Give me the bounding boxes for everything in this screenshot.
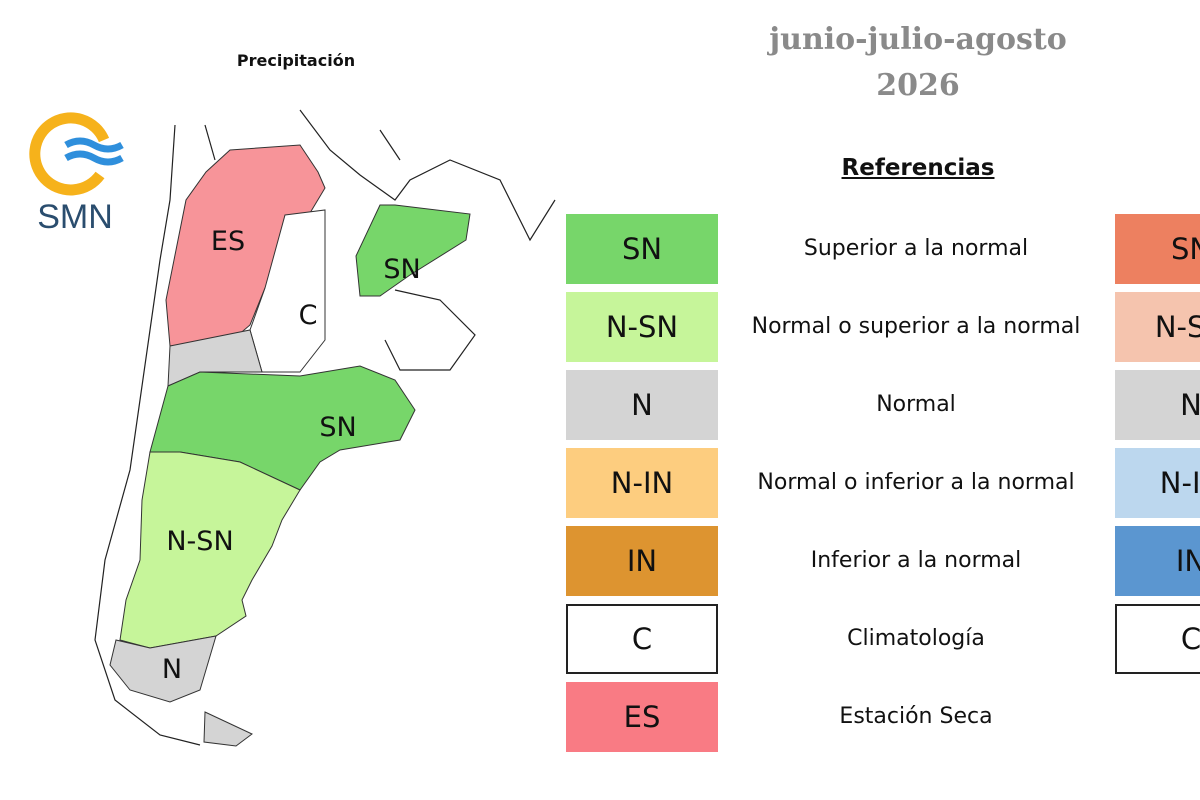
regions: [109, 144, 471, 747]
map-label: C: [299, 300, 318, 331]
region-n-south: [109, 635, 217, 703]
region-sn-ne: [355, 204, 471, 297]
legend-swatch: SN: [1115, 214, 1200, 284]
region-n-tdf: [203, 711, 253, 747]
legend-swatch: IN: [1115, 526, 1200, 596]
map-title: Precipitación: [237, 51, 355, 70]
legend-swatch: N-SN: [1115, 292, 1200, 362]
region-c: [249, 209, 326, 373]
legend-swatch: N-SN: [566, 292, 718, 362]
legend-label: Normal o superior a la normal: [751, 314, 1081, 339]
legend-swatch: N: [566, 370, 718, 440]
legend-swatch: ES: [566, 682, 718, 752]
legend-swatch: SN: [566, 214, 718, 284]
legend-swatch: C: [566, 604, 718, 674]
legend-heading: Referencias: [841, 155, 995, 181]
map-label: N-SN: [166, 526, 233, 557]
map-label: SN: [319, 412, 356, 443]
map-label: N: [162, 654, 182, 685]
legend-label: Normal: [876, 392, 956, 417]
logo-text: SMN: [37, 198, 113, 236]
period: junio-julio-agosto: [769, 22, 1067, 57]
map-label: SN: [383, 254, 420, 285]
region-nsn-south: [119, 451, 301, 649]
map-labels: ES SN C SN N-SN N: [162, 226, 421, 685]
legend-swatch: N-IN: [566, 448, 718, 518]
logo: SMN: [29, 112, 124, 236]
legend-swatch: C: [1115, 604, 1200, 674]
legend-label: Estación Seca: [839, 704, 993, 729]
legend-swatch: IN: [566, 526, 718, 596]
legend-swatch: N-IN: [1115, 448, 1200, 518]
legend-swatch: N: [1115, 370, 1200, 440]
year: 2026: [876, 68, 960, 103]
map: Precipitación SMN ES SN C SN N-SN N: [29, 51, 556, 747]
legend-label: Climatología: [847, 626, 985, 651]
borders: [94, 109, 556, 746]
legend-label: Normal o inferior a la normal: [757, 470, 1075, 495]
legend-label: Inferior a la normal: [810, 548, 1022, 573]
region-n-band: [167, 329, 263, 387]
legend-label: Superior a la normal: [803, 236, 1029, 261]
map-label: ES: [211, 226, 245, 257]
